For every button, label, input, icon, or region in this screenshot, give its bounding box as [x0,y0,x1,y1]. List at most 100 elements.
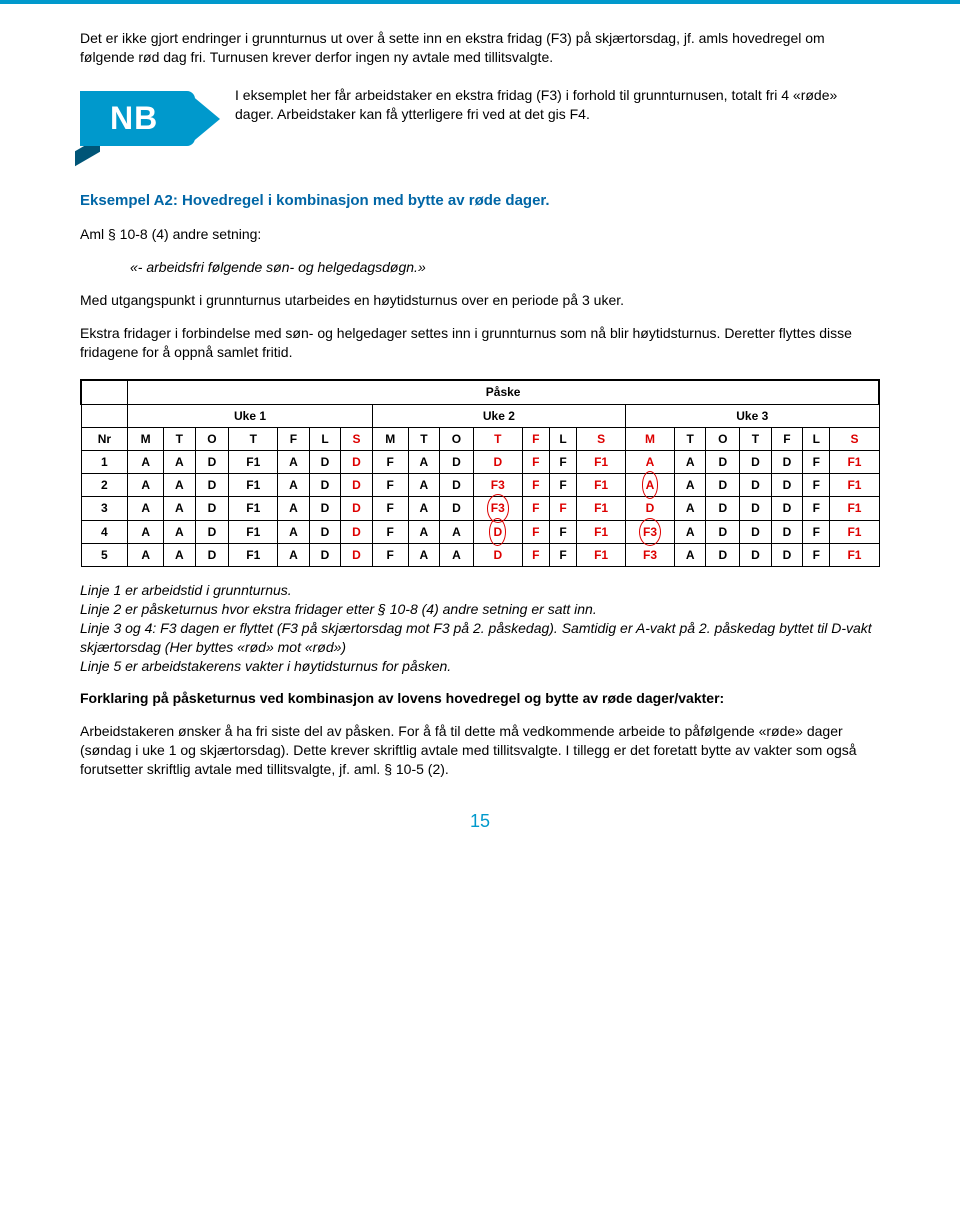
col-header: T [229,427,278,450]
table-cell: F1 [577,474,626,497]
col-header: M [372,427,408,450]
table-cell: A [408,543,440,566]
table-cell: D [473,451,522,474]
table-caption: Linje 1 er arbeidstid i grunnturnus.Linj… [80,581,880,675]
col-header: M [128,427,164,450]
table-cell: A [408,520,440,543]
table-cell: A [408,451,440,474]
table-cell: D [771,543,803,566]
col-header: L [803,427,830,450]
col-header: F [522,427,549,450]
table-cell: F [372,497,408,520]
table-cell: F1 [229,474,278,497]
table-cell: F [549,451,576,474]
table-cell: F [549,543,576,566]
table-cell: A [278,543,310,566]
col-header: T [408,427,440,450]
table-cell: A [674,497,706,520]
week-1: Uke 1 [128,404,373,427]
col-header: M [626,427,675,450]
table-cell: D [341,451,373,474]
table-cell: F1 [229,520,278,543]
table-cell: D [706,451,740,474]
table-cell: F1 [577,497,626,520]
page-number: 15 [80,809,880,833]
example-heading: Eksempel A2: Hovedregel i kombinasjon me… [80,191,880,211]
table-cell: F [803,474,830,497]
table-cell: F [549,520,576,543]
table-cell: D [706,474,740,497]
table-cell: D [341,520,373,543]
col-header: T [164,427,196,450]
table-cell: A [674,451,706,474]
table-cell: F1 [577,520,626,543]
table-cell: F [803,451,830,474]
table-cell: D [309,451,341,474]
table-cell: D [473,543,522,566]
table-cell: F1 [830,474,879,497]
table-cell: F [372,474,408,497]
table-cell: D [341,543,373,566]
table-cell: D [771,520,803,543]
table-cell: D [740,451,772,474]
table-cell: A [440,520,474,543]
paragraph-2: Med utgangspunkt i grunnturnus utarbeide… [80,291,880,310]
nb-badge: NB [80,81,220,161]
table-cell: F1 [830,497,879,520]
table-cell: A [408,474,440,497]
table-cell: A [128,543,164,566]
col-header: O [440,427,474,450]
table-cell: 2 [81,474,128,497]
table-cell: D [195,520,229,543]
table-cell: D [440,474,474,497]
table-cell: D [440,497,474,520]
table-cell: F [372,543,408,566]
table-cell: F [803,543,830,566]
table-cell: F [522,497,549,520]
col-header: S [577,427,626,450]
table-cell: D [740,474,772,497]
nb-text: I eksemplet her får arbeidstaker en ekst… [235,81,880,124]
table-cell: F [522,474,549,497]
table-cell: D [706,520,740,543]
table-cell: A [128,451,164,474]
paragraph-intro: Det er ikke gjort endringer i grunnturnu… [80,29,880,67]
col-header: S [341,427,373,450]
table-cell: A [164,497,196,520]
table-cell: A [674,520,706,543]
table-cell: F [549,497,576,520]
table-cell: F1 [229,451,278,474]
table-cell: D [195,474,229,497]
table-cell: F1 [830,543,879,566]
table-row: 4AADF1ADDFAADFFF1F3ADDDFF1 [81,520,879,543]
table-cell: A [278,497,310,520]
table-cell: D [440,451,474,474]
table-cell: D [771,474,803,497]
week-2: Uke 2 [372,404,625,427]
table-cell: D [195,543,229,566]
paragraph-4: Arbeidstakeren ønsker å ha fri siste del… [80,722,880,779]
col-header: T [674,427,706,450]
table-cell: D [309,474,341,497]
table-cell: D [309,520,341,543]
col-header: S [830,427,879,450]
table-cell: F [803,520,830,543]
col-header: O [706,427,740,450]
nb-label: NB [110,97,158,140]
table-cell: D [309,497,341,520]
table-cell: A [128,497,164,520]
schedule-table: Påske Uke 1 Uke 2 Uke 3 NrMTOTFLSMTOTFLS… [80,379,880,567]
table-row: 2AADF1ADDFADF3FFF1AADDDFF1 [81,474,879,497]
col-header: L [309,427,341,450]
table-cell: D [771,497,803,520]
table-cell: D [341,497,373,520]
table-cell: A [674,474,706,497]
table-cell: F [522,451,549,474]
col-header: F [771,427,803,450]
col-header: F [278,427,310,450]
col-header: O [195,427,229,450]
nb-callout: NB I eksemplet her får arbeidstaker en e… [80,81,880,161]
col-header: T [740,427,772,450]
table-cell: F1 [229,543,278,566]
table-cell: F [372,520,408,543]
